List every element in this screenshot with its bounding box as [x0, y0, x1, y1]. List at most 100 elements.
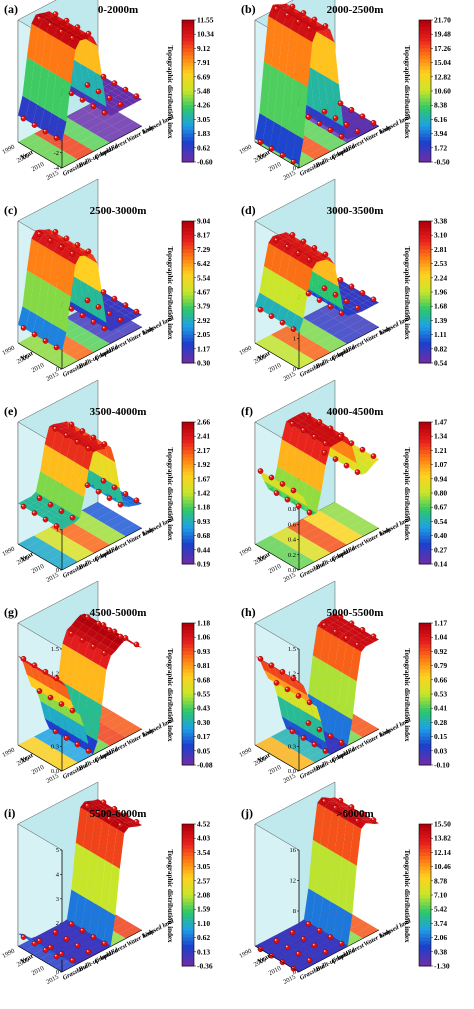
- data-point-highlight: [59, 29, 62, 32]
- surface-patch: [355, 454, 368, 465]
- panel-e: 0123GrasslandBuilt-up landCroplandForest…: [0, 379, 237, 603]
- data-point: [311, 942, 318, 949]
- data-point-highlight: [112, 485, 115, 488]
- data-point-highlight: [328, 426, 331, 429]
- x-axis: [61, 527, 143, 571]
- surface-patch: [321, 618, 334, 625]
- surface-patch: [294, 247, 307, 254]
- floor-cell: [118, 523, 142, 537]
- data-point-highlight: [280, 482, 283, 484]
- colorbar-band: [419, 855, 431, 860]
- floor-cell: [79, 335, 103, 348]
- surface-patch: [114, 818, 126, 824]
- surface-patch: [56, 255, 68, 292]
- data-point-highlight: [43, 669, 46, 672]
- surface-patch: [321, 797, 334, 802]
- data-point-highlight: [339, 311, 342, 314]
- data-point-highlight: [344, 299, 347, 302]
- surface-patch: [315, 659, 328, 703]
- surface-patch: [65, 488, 77, 514]
- surface-patch: [81, 448, 94, 471]
- colorbar-band: [182, 425, 194, 430]
- year-tick-label: 2010: [31, 362, 46, 374]
- surface-patch: [300, 37, 313, 88]
- panel-i: 012345GrasslandBuilt-up landCroplandFore…: [0, 781, 237, 1005]
- surface-patch: [297, 22, 310, 38]
- surface-patch: [69, 247, 82, 252]
- colorbar-band: [419, 902, 431, 907]
- data-point: [370, 296, 377, 303]
- surface-patch: [351, 635, 363, 643]
- surface-patch: [75, 436, 88, 442]
- data-point-highlight: [70, 708, 73, 711]
- floor-cell: [317, 519, 341, 532]
- colorbar-band: [182, 852, 194, 857]
- colorbar-label: 0.05: [197, 746, 210, 755]
- colorbar-band: [419, 341, 431, 346]
- z-axis-label: Topographic distribution index: [166, 246, 174, 340]
- data-point-highlight: [85, 483, 88, 486]
- surface-patch: [362, 300, 375, 308]
- floor-cell: [291, 758, 315, 771]
- data-point: [85, 748, 92, 754]
- data-point: [100, 73, 107, 80]
- colorbar-band: [419, 267, 431, 272]
- colorbar-band: [182, 754, 194, 759]
- colorbar-band: [419, 553, 431, 558]
- surface-patch: [54, 117, 67, 142]
- colorbar-band: [182, 654, 194, 659]
- data-point-highlight: [107, 311, 110, 314]
- year-tick-label: 1990: [1, 948, 16, 960]
- floor-cell: [277, 347, 301, 361]
- floor-cell: [341, 515, 365, 528]
- colorbar-label: 15.50: [434, 820, 451, 829]
- colorbar-band: [419, 348, 431, 353]
- colorbar-band: [419, 496, 431, 501]
- surface-patch: [340, 624, 353, 632]
- colorbar-label: 0.80: [434, 489, 447, 498]
- year-tick-label: 1990: [238, 747, 253, 759]
- surface-patch: [103, 299, 116, 307]
- z-tick-label: 0.0: [51, 768, 59, 775]
- colorbar-label: 13.82: [434, 834, 451, 843]
- surface-patch: [343, 631, 356, 638]
- floor-cell: [118, 322, 142, 336]
- colorbar-band: [182, 891, 194, 896]
- surface-patch: [90, 700, 102, 742]
- colorbar-label: 2.05: [197, 330, 210, 339]
- data-point: [337, 797, 344, 804]
- surface-patch: [114, 310, 126, 318]
- surface-patch: [337, 672, 350, 716]
- floor-cell: [269, 544, 293, 557]
- colorbar-band: [182, 443, 194, 448]
- surface-patch: [94, 72, 107, 107]
- colorbar-band: [419, 51, 431, 56]
- floor-cell: [307, 347, 331, 361]
- floor-cell: [63, 142, 87, 156]
- colorbar-band: [182, 76, 194, 81]
- colorbar-label: -1.30: [434, 962, 450, 971]
- surface-patch: [100, 860, 113, 912]
- colorbar-label: 3.05: [197, 862, 210, 871]
- colorbar-band: [419, 359, 431, 364]
- colorbar-band: [182, 256, 194, 261]
- data-point: [36, 938, 43, 944]
- floor-cell: [323, 540, 347, 554]
- floor-cell: [54, 557, 78, 570]
- floor-cell: [70, 146, 94, 160]
- floor-cell: [294, 322, 318, 335]
- z-tick-label: 5: [56, 847, 59, 854]
- colorbar-band: [419, 457, 431, 462]
- colorbar-label: 3.05: [197, 115, 210, 124]
- surface-patch: [309, 931, 322, 938]
- colorbar-band: [419, 658, 431, 663]
- panel-letter: (a): [4, 2, 18, 16]
- surface-patch: [312, 802, 325, 845]
- colorbar-band: [419, 245, 431, 250]
- colorbar-label: 1.39: [434, 316, 447, 325]
- colorbar-label: 1.11: [434, 330, 447, 339]
- data-point-highlight: [86, 446, 89, 449]
- colorbar-band: [182, 679, 194, 684]
- floor-cell: [277, 749, 301, 763]
- colorbar-band: [419, 55, 431, 60]
